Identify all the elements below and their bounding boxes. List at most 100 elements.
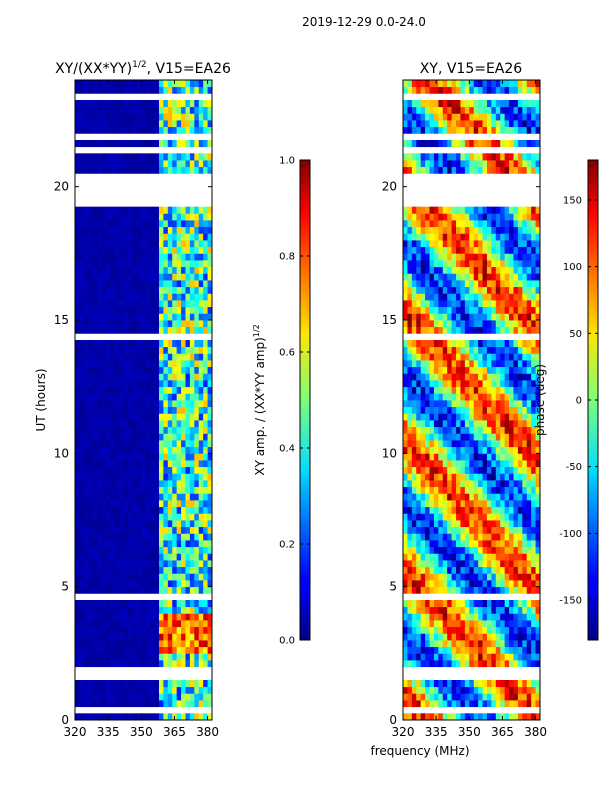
heatmap-cell	[185, 426, 191, 434]
heatmap-cell	[154, 526, 160, 534]
heatmap-cell	[110, 613, 116, 621]
heatmap-cell	[526, 553, 532, 561]
heatmap-cell	[189, 493, 195, 501]
heatmap-cell	[433, 440, 439, 448]
heatmap-cell	[411, 440, 417, 448]
heatmap-cell	[101, 166, 107, 174]
heatmap-cell	[198, 560, 204, 568]
heatmap-cell	[154, 640, 160, 648]
heatmap-cell	[500, 380, 506, 388]
heatmap-cell	[145, 366, 151, 374]
heatmap-cell	[150, 546, 155, 554]
heatmap-cell	[163, 566, 169, 574]
heatmap-cell	[75, 300, 80, 308]
heatmap-cell	[460, 540, 466, 548]
heatmap-cell	[207, 100, 212, 108]
heatmap-cell	[203, 580, 208, 588]
heatmap-cell	[185, 340, 191, 348]
heatmap-cell	[123, 446, 129, 454]
heatmap-cell	[469, 233, 475, 241]
heatmap-cell	[442, 226, 448, 234]
heatmap-cell	[194, 286, 200, 294]
heatmap-cell	[154, 413, 160, 421]
heatmap-cell	[185, 713, 191, 720]
heatmap-cell	[517, 426, 523, 434]
heatmap-cell	[425, 400, 430, 408]
heatmap-cell	[513, 406, 519, 414]
heatmap-cell	[150, 206, 155, 214]
heatmap-cell	[88, 140, 94, 148]
heatmap-cell	[136, 653, 142, 661]
heatmap-cell	[167, 520, 173, 528]
heatmap-cell	[75, 526, 80, 534]
heatmap-cell	[167, 240, 173, 248]
heatmap-cell	[136, 540, 142, 548]
heatmap-cell	[403, 346, 408, 354]
heatmap-cell	[88, 506, 94, 514]
heatmap-cell	[504, 160, 510, 168]
heatmap-cell	[167, 266, 173, 274]
heatmap-cell	[145, 140, 151, 148]
heatmap-cell	[132, 420, 138, 428]
heatmap-cell	[447, 713, 453, 720]
heatmap-cell	[526, 286, 532, 294]
heatmap-cell	[83, 326, 89, 334]
heatmap-cell	[456, 360, 461, 368]
heatmap-cell	[495, 506, 501, 514]
heatmap-cell	[509, 160, 514, 168]
heatmap-cell	[128, 520, 133, 528]
heatmap-cell	[198, 380, 204, 388]
heatmap-cell	[482, 440, 488, 448]
heatmap-cell	[88, 640, 94, 648]
heatmap-cell	[75, 106, 80, 114]
heatmap-cell	[101, 293, 107, 301]
heatmap-cell	[176, 386, 182, 394]
heatmap-cell	[526, 646, 532, 654]
heatmap-cell	[105, 153, 111, 161]
heatmap-cell	[167, 166, 173, 174]
heatmap-cell	[88, 166, 94, 174]
heatmap-cell	[513, 380, 519, 388]
heatmap-cell	[464, 613, 470, 621]
heatmap-cell	[97, 660, 102, 668]
heatmap-cell	[482, 526, 488, 534]
heatmap-cell	[158, 560, 164, 568]
heatmap-cell	[522, 420, 528, 428]
heatmap-cell	[119, 320, 125, 328]
heatmap-cell	[526, 693, 532, 701]
heatmap-cell	[145, 306, 151, 314]
heatmap-cell	[132, 126, 138, 134]
heatmap-cell	[509, 373, 514, 381]
heatmap-cell	[526, 406, 532, 414]
heatmap-cell	[194, 253, 200, 261]
heatmap-cell	[509, 240, 514, 248]
heatmap-cell	[531, 506, 536, 514]
heatmap-cell	[181, 266, 186, 274]
heatmap-cell	[469, 166, 475, 174]
heatmap-cell	[101, 526, 107, 534]
heatmap-cell	[181, 560, 186, 568]
heatmap-cell	[136, 513, 142, 521]
heatmap-cell	[469, 460, 475, 468]
heatmap-cell	[92, 500, 98, 508]
heatmap-cell	[464, 213, 470, 221]
heatmap-cell	[500, 440, 506, 448]
heatmap-cell	[185, 140, 191, 148]
heatmap-cell	[114, 660, 120, 668]
heatmap-cell	[416, 346, 422, 354]
heatmap-cell	[469, 246, 475, 254]
heatmap-cell	[495, 520, 501, 528]
heatmap-cell	[429, 473, 435, 481]
heatmap-cell	[420, 306, 426, 314]
heatmap-cell	[469, 640, 475, 648]
heatmap-cell	[464, 620, 470, 628]
heatmap-cell	[433, 220, 439, 228]
heatmap-cell	[97, 600, 102, 608]
heatmap-cell	[442, 246, 448, 254]
heatmap-cell	[163, 446, 169, 454]
heatmap-cell	[460, 380, 466, 388]
heatmap-cell	[491, 526, 497, 534]
heatmap-cell	[136, 713, 142, 720]
heatmap-cell	[185, 486, 191, 494]
heatmap-cell	[460, 140, 466, 148]
